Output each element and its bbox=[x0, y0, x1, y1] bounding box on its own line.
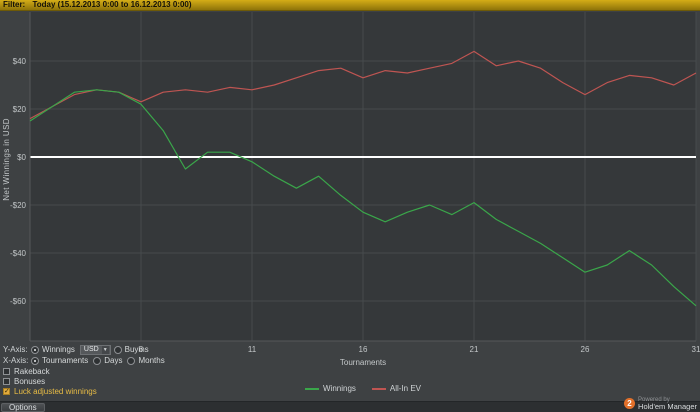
filter-value: Today (15.12.2013 0:00 to 16.12.2013 0:0… bbox=[32, 0, 192, 9]
x-axis-title: Tournaments bbox=[339, 358, 387, 367]
y-tick-label: $20 bbox=[13, 105, 27, 114]
y-tick-label: $0 bbox=[17, 153, 26, 162]
brand-label: Hold'em Manager bbox=[638, 402, 697, 412]
legend-item-all-in-ev: All-In EV bbox=[371, 384, 422, 393]
y-tick-label: -$60 bbox=[10, 297, 27, 306]
graph-controls: Y-Axis: Winnings USD ▼ Buyins X-Axis: To… bbox=[3, 344, 170, 396]
bonuses-checkbox-row[interactable]: Bonuses bbox=[3, 377, 170, 386]
legend-label: Winnings bbox=[322, 384, 356, 393]
x-tick-label: 6 bbox=[139, 345, 144, 354]
x-axis-months-radio[interactable] bbox=[127, 356, 136, 365]
y-tick-label: -$40 bbox=[10, 249, 27, 258]
x-axis-days-radio-label[interactable]: Days bbox=[104, 356, 123, 365]
x-axis-tournaments-radio-label[interactable]: Tournaments bbox=[42, 356, 89, 365]
holdem-manager-logo-icon: 2 bbox=[624, 398, 636, 410]
x-tick-label: 16 bbox=[359, 345, 368, 354]
legend-item-winnings: Winnings bbox=[304, 384, 356, 393]
status-bar: Options bbox=[0, 401, 700, 412]
filter-bar[interactable]: Filter: Today (15.12.2013 0:00 to 16.12.… bbox=[0, 0, 700, 11]
y-axis-buyins-radio[interactable] bbox=[113, 345, 122, 354]
y-tick-label: -$20 bbox=[10, 201, 27, 210]
y-tick-label: $40 bbox=[13, 57, 27, 66]
chart-legend: Winnings All-In EV bbox=[30, 384, 696, 393]
x-axis-months-radio-label[interactable]: Months bbox=[138, 356, 165, 365]
series-line-all-in-ev bbox=[29, 50, 697, 120]
x-tick-label: 11 bbox=[248, 345, 257, 354]
y-axis-buyins-radio-label[interactable]: Buyins bbox=[124, 345, 149, 354]
legend-label: All-In EV bbox=[389, 384, 422, 393]
y-axis-label: Y-Axis: bbox=[3, 345, 28, 354]
chevron-down-icon: ▼ bbox=[101, 345, 109, 354]
winnings-graph: $40 $20 $0 -$20 -$40 -$60 6 11 16 21 26 31 bbox=[10, 12, 700, 354]
powered-by-text: Powered by Hold'em Manager bbox=[638, 397, 697, 411]
bonuses-checkbox-label: Bonuses bbox=[14, 377, 46, 386]
legend-swatch bbox=[371, 387, 386, 390]
x-axis-controls-row: X-Axis: Tournaments Days Months bbox=[3, 355, 170, 366]
y-axis-title: Net Winnings in USD bbox=[2, 118, 11, 201]
y-axis-winnings-radio[interactable] bbox=[31, 345, 39, 354]
x-tick-label: 26 bbox=[581, 345, 590, 354]
x-axis-label: X-Axis: bbox=[3, 356, 29, 365]
filter-label: Filter: bbox=[3, 0, 26, 9]
x-axis-days-radio[interactable] bbox=[93, 356, 102, 365]
rakeback-checkbox-row[interactable]: Rakeback bbox=[3, 367, 170, 376]
luck-adjusted-winnings-checkbox-label: Luck adjusted winnings bbox=[14, 387, 97, 396]
legend-swatch bbox=[304, 387, 319, 390]
options-button[interactable]: Options bbox=[1, 403, 45, 412]
luck-adjusted-winnings-checkbox-row[interactable]: Luck adjusted winnings bbox=[3, 387, 170, 396]
currency-dropdown-value: USD bbox=[83, 346, 99, 353]
powered-by-branding: 2 Powered by Hold'em Manager bbox=[624, 397, 697, 411]
x-tick-label: 21 bbox=[470, 345, 479, 354]
y-axis-controls-row: Y-Axis: Winnings USD ▼ Buyins bbox=[3, 344, 170, 355]
y-axis-winnings-radio-label[interactable]: Winnings bbox=[42, 345, 75, 354]
x-axis-tournaments-radio[interactable] bbox=[31, 356, 39, 365]
luck-adjusted-winnings-checkbox[interactable] bbox=[3, 387, 10, 395]
x-tick-label: 31 bbox=[692, 345, 700, 354]
rakeback-checkbox-label: Rakeback bbox=[14, 367, 50, 376]
series-line-winnings bbox=[29, 89, 697, 307]
rakeback-checkbox[interactable] bbox=[3, 368, 10, 375]
powered-by-label: Powered by bbox=[638, 396, 670, 403]
currency-dropdown[interactable]: USD ▼ bbox=[79, 344, 111, 355]
bonuses-checkbox[interactable] bbox=[3, 378, 10, 385]
